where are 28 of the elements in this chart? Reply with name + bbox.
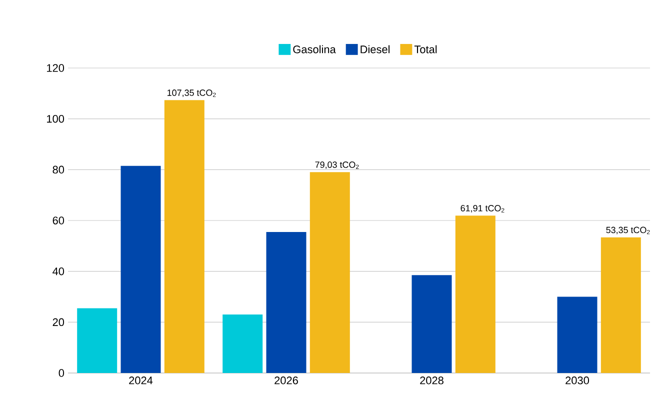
legend-label: Gasolina <box>293 45 336 54</box>
bar <box>412 275 452 373</box>
y-tick-label: 80 <box>52 166 64 174</box>
y-tick-label: 40 <box>52 267 64 276</box>
x-tick-label: 2028 <box>420 376 444 384</box>
x-tick-label: 2030 <box>566 376 589 384</box>
bar <box>455 216 496 373</box>
y-tick-label: 0 <box>58 369 64 377</box>
bar <box>164 100 204 373</box>
legend-label: Total <box>414 45 437 54</box>
x-tick-label: 2026 <box>274 376 298 384</box>
y-tick-label: 60 <box>52 216 64 224</box>
data-label: 107,35 tCO$_{2}$ <box>168 90 216 97</box>
bar <box>557 296 598 373</box>
y-tick-label: 120 <box>47 64 64 72</box>
bar <box>266 232 306 373</box>
y-tick-label: 100 <box>47 114 64 123</box>
bar <box>600 237 641 373</box>
y-tick-label: 20 <box>52 318 64 326</box>
bar <box>222 314 263 373</box>
bar <box>77 308 118 373</box>
data-label: 61,91 tCO$_{2}$ <box>460 205 504 212</box>
data-label: 53,35 tCO$_{2}$ <box>606 226 650 234</box>
bar <box>120 166 161 373</box>
x-tick-label: 2024 <box>129 376 153 384</box>
bar <box>310 172 350 373</box>
legend-label: Diesel <box>360 45 390 54</box>
data-label: 79,03 tCO$_{2}$ <box>315 162 359 169</box>
